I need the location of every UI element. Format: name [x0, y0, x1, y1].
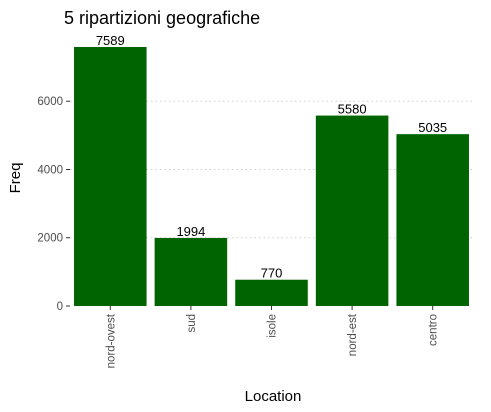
- x-tick-label: sud: [186, 314, 198, 333]
- bar: [396, 134, 469, 306]
- data-label: 1994: [176, 224, 205, 239]
- bar: [235, 279, 308, 306]
- x-tick-label: nord-ovest: [105, 313, 117, 368]
- chart-title: 5 ripartizioni geografiche: [64, 8, 260, 28]
- x-tick-label: nord-est: [347, 313, 359, 356]
- x-axis-title: Location: [245, 388, 302, 405]
- data-label: 5035: [418, 120, 447, 135]
- x-axis: nord-ovest sud isole nord-est centro: [105, 306, 440, 368]
- y-tick-label: 6000: [37, 96, 63, 108]
- x-tick-label: centro: [428, 314, 440, 346]
- bar: [74, 47, 147, 306]
- data-label: 7589: [96, 33, 125, 48]
- y-tick-label: 4000: [37, 164, 63, 176]
- y-tick-label: 2000: [37, 233, 63, 245]
- y-tick-label: 0: [57, 301, 63, 313]
- bar: [154, 237, 228, 306]
- bar: [315, 115, 389, 306]
- data-label: 5580: [338, 102, 367, 117]
- data-label: 770: [261, 266, 283, 281]
- data-labels: 7589 1994 770 5580 5035: [96, 33, 447, 281]
- bars: [74, 47, 469, 306]
- y-axis: 0 2000 4000 6000: [37, 96, 70, 313]
- y-axis-title: Freq: [7, 163, 24, 194]
- x-tick-label: isole: [267, 314, 279, 338]
